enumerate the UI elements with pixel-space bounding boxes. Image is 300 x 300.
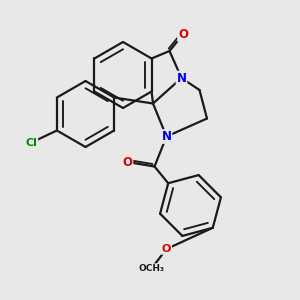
Text: O: O — [178, 28, 188, 41]
Text: O: O — [162, 244, 171, 254]
Text: O: O — [122, 155, 133, 169]
Text: N: N — [176, 71, 187, 85]
Text: OCH₃: OCH₃ — [139, 264, 164, 273]
Text: N: N — [161, 130, 172, 143]
Text: Cl: Cl — [26, 137, 38, 148]
